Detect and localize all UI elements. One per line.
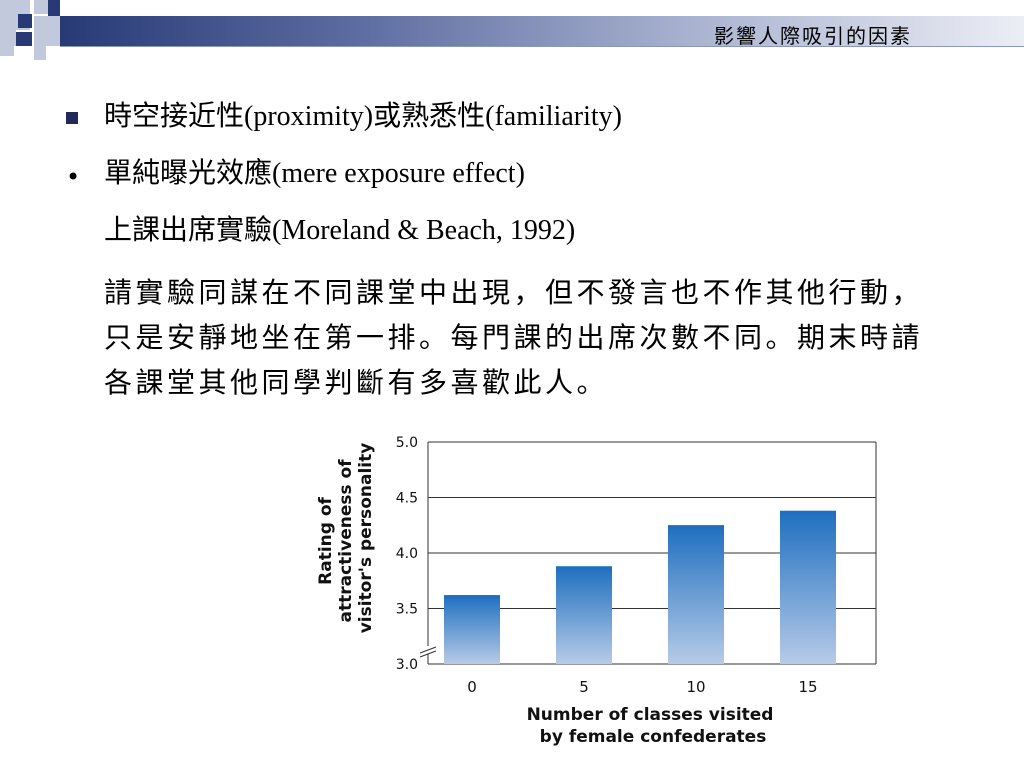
- bullet-latin: (mere exposure effect): [272, 158, 525, 189]
- axis-break-mark: [419, 650, 437, 658]
- bar: [780, 510, 836, 664]
- axis-break-mark: [419, 646, 437, 654]
- bullet-text: 或熟悉性: [373, 99, 486, 132]
- y-tick-label: 4.0: [396, 546, 418, 562]
- bar-top-edge: [780, 510, 836, 514]
- bar-top-edge: [444, 595, 500, 599]
- x-tick-label: 5: [579, 678, 589, 696]
- bullet-proximity: 時空接近性(proximity)或熟悉性(familiarity): [104, 100, 622, 133]
- chart-svg: 3.0 3.5 4.0 4.5 5.0 0 5 10 15 Rating of attracti…: [316, 435, 877, 747]
- square-bullet-icon: [66, 112, 78, 124]
- bar: [556, 566, 612, 664]
- subline-text: 上課出席實驗: [104, 213, 273, 246]
- corner-square: [48, 0, 60, 16]
- dot-bullet-icon: •: [66, 163, 81, 191]
- corner-square: [0, 46, 14, 56]
- bar: [668, 525, 724, 664]
- y-tick-label: 3.5: [396, 602, 418, 618]
- x-tick-label: 0: [467, 678, 477, 696]
- x-tick-label: 10: [686, 678, 705, 696]
- bullet-text: 單純曝光效應: [104, 156, 273, 189]
- x-tick-label: 15: [798, 678, 817, 696]
- x-axis-title-line: Number of classes visited: [527, 705, 774, 725]
- corner-square: [34, 16, 60, 46]
- corner-square: [18, 14, 32, 28]
- y-axis-title: Rating of attractiveness of visitor's pe…: [316, 443, 376, 634]
- header-bar: [60, 16, 1024, 46]
- corner-square: [34, 0, 48, 14]
- bar-top-edge: [668, 525, 724, 529]
- bullet-latin: (familiarity): [485, 101, 622, 132]
- y-tick-label: 4.5: [396, 491, 418, 507]
- bar-top-edge: [556, 566, 612, 570]
- subline-latin: (Moreland & Beach, 1992): [272, 215, 576, 246]
- bullet-mere-exposure: 單純曝光效應(mere exposure effect): [104, 157, 525, 190]
- y-tick-label: 5.0: [396, 435, 418, 451]
- x-axis-title: Number of classes visited by female conf…: [527, 705, 780, 747]
- bullet-text: 時空接近性: [104, 99, 245, 132]
- experiment-description: 請實驗同謀在不同課堂中出現，但不發言也不作其他行動，只是安靜地坐在第一排。每門課…: [104, 276, 924, 399]
- bar-chart: 3.0 3.5 4.0 4.5 5.0 0 5 10 15 Rating of attracti…: [280, 428, 880, 758]
- corner-square: [0, 30, 16, 46]
- y-tick-label: 3.0: [396, 657, 418, 673]
- x-axis-title-line: by female confederates: [540, 727, 767, 747]
- y-axis-title-line: visitor's personality: [356, 443, 376, 634]
- y-axis-title-line: Rating of: [316, 496, 336, 584]
- bullet-latin: (proximity): [244, 101, 374, 132]
- slide-header-title: 影響人際吸引的因素: [714, 24, 912, 48]
- subline-experiment: 上課出席實驗(Moreland & Beach, 1992): [104, 214, 575, 247]
- bar: [444, 595, 500, 664]
- corner-square: [16, 32, 32, 46]
- y-axis-title-line: attractiveness of: [336, 459, 356, 623]
- corner-square: [34, 46, 46, 60]
- header-divider: [60, 46, 1024, 47]
